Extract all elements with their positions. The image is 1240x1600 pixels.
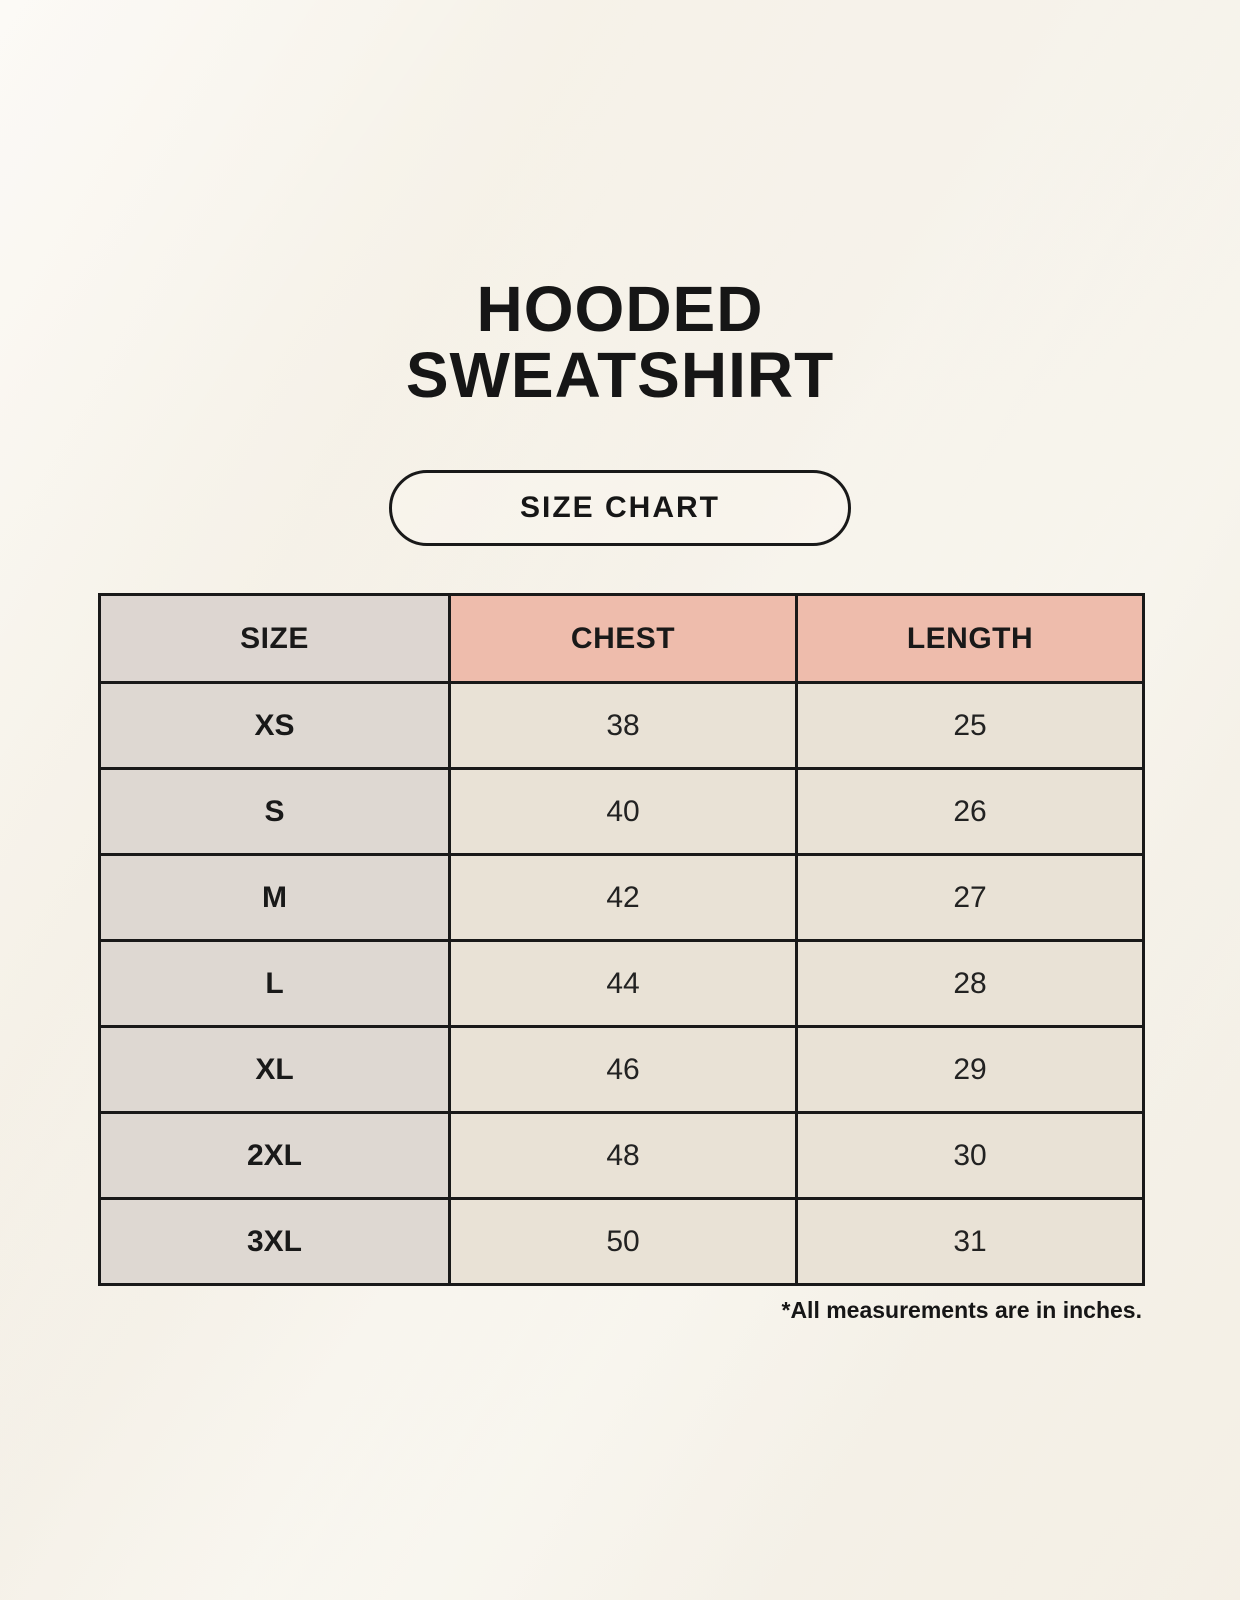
chest-cell: 48 — [448, 1111, 798, 1200]
column-header-chest: CHEST — [448, 593, 798, 684]
measurements-footnote: *All measurements are in inches. — [781, 1297, 1143, 1323]
size-chart-button[interactable]: SIZE CHART — [389, 470, 851, 546]
size-cell: XS — [98, 681, 451, 770]
chest-cell: 42 — [448, 853, 798, 942]
column-header-size: SIZE — [98, 593, 451, 684]
table-row: M 42 27 — [98, 853, 1145, 942]
size-cell: 3XL — [98, 1197, 451, 1286]
size-table: SIZE CHEST LENGTH XS 38 25 S 40 26 M 42 … — [98, 593, 1145, 1286]
table-row: XS 38 25 — [98, 681, 1145, 770]
table-row: 3XL 50 31 — [98, 1197, 1145, 1286]
table-header-row: SIZE CHEST LENGTH — [98, 593, 1145, 684]
chest-cell: 44 — [448, 939, 798, 1028]
length-cell: 30 — [795, 1111, 1145, 1200]
table-row: XL 46 29 — [98, 1025, 1145, 1114]
page-title-line1: HOODED — [476, 273, 764, 345]
table-row: L 44 28 — [98, 939, 1145, 1028]
chest-cell: 50 — [448, 1197, 798, 1286]
table-row: 2XL 48 30 — [98, 1111, 1145, 1200]
length-cell: 28 — [795, 939, 1145, 1028]
chest-cell: 46 — [448, 1025, 798, 1114]
size-cell: 2XL — [98, 1111, 451, 1200]
length-cell: 25 — [795, 681, 1145, 770]
size-cell: S — [98, 767, 451, 856]
length-cell: 29 — [795, 1025, 1145, 1114]
chest-cell: 38 — [448, 681, 798, 770]
length-cell: 31 — [795, 1197, 1145, 1286]
page-title: HOODED SWEATSHIRT — [0, 276, 1240, 408]
size-cell: XL — [98, 1025, 451, 1114]
chest-cell: 40 — [448, 767, 798, 856]
size-cell: L — [98, 939, 451, 1028]
page-title-line2: SWEATSHIRT — [405, 339, 835, 411]
size-cell: M — [98, 853, 451, 942]
table-row: S 40 26 — [98, 767, 1145, 856]
length-cell: 27 — [795, 853, 1145, 942]
length-cell: 26 — [795, 767, 1145, 856]
size-chart-button-label: SIZE CHART — [520, 491, 720, 524]
column-header-length: LENGTH — [795, 593, 1145, 684]
